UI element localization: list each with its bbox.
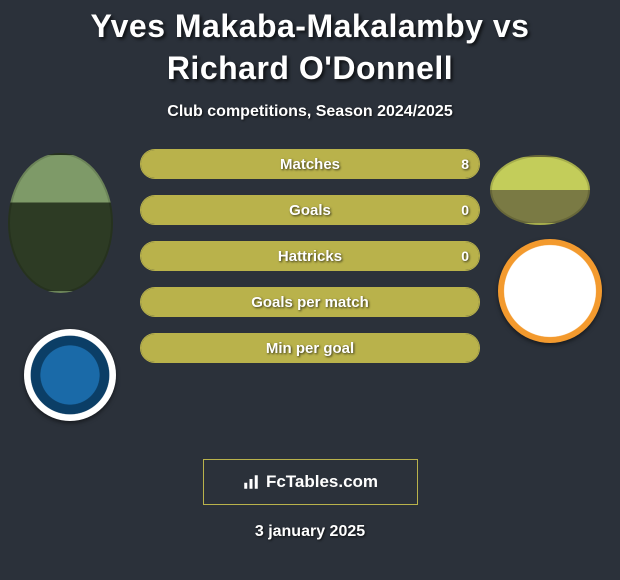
stat-row: Goals per match xyxy=(140,287,480,317)
brand-badge[interactable]: FcTables.com xyxy=(203,459,418,505)
stat-row: Matches8 xyxy=(140,149,480,179)
stat-label: Min per goal xyxy=(141,334,479,362)
stat-label: Goals xyxy=(141,196,479,224)
bar-chart-icon xyxy=(242,473,260,491)
stat-value-right: 0 xyxy=(461,242,469,270)
stat-label: Goals per match xyxy=(141,288,479,316)
stat-label: Hattricks xyxy=(141,242,479,270)
player-right-photo xyxy=(490,155,590,225)
comparison-bars: Matches8Goals0Hattricks0Goals per matchM… xyxy=(140,149,480,379)
stat-row: Goals0 xyxy=(140,195,480,225)
subtitle: Club competitions, Season 2024/2025 xyxy=(0,103,620,121)
brand-text: FcTables.com xyxy=(266,472,378,492)
player-left-crest xyxy=(24,329,116,421)
stat-row: Min per goal xyxy=(140,333,480,363)
stat-row: Hattricks0 xyxy=(140,241,480,271)
stat-value-right: 8 xyxy=(461,150,469,178)
comparison-panel: Matches8Goals0Hattricks0Goals per matchM… xyxy=(0,149,620,429)
player-left-photo xyxy=(8,153,113,293)
date-text: 3 january 2025 xyxy=(0,523,620,541)
page-title: Yves Makaba-Makalamby vs Richard O'Donne… xyxy=(0,0,620,89)
stat-value-right: 0 xyxy=(461,196,469,224)
stat-label: Matches xyxy=(141,150,479,178)
player-right-crest xyxy=(498,239,602,343)
